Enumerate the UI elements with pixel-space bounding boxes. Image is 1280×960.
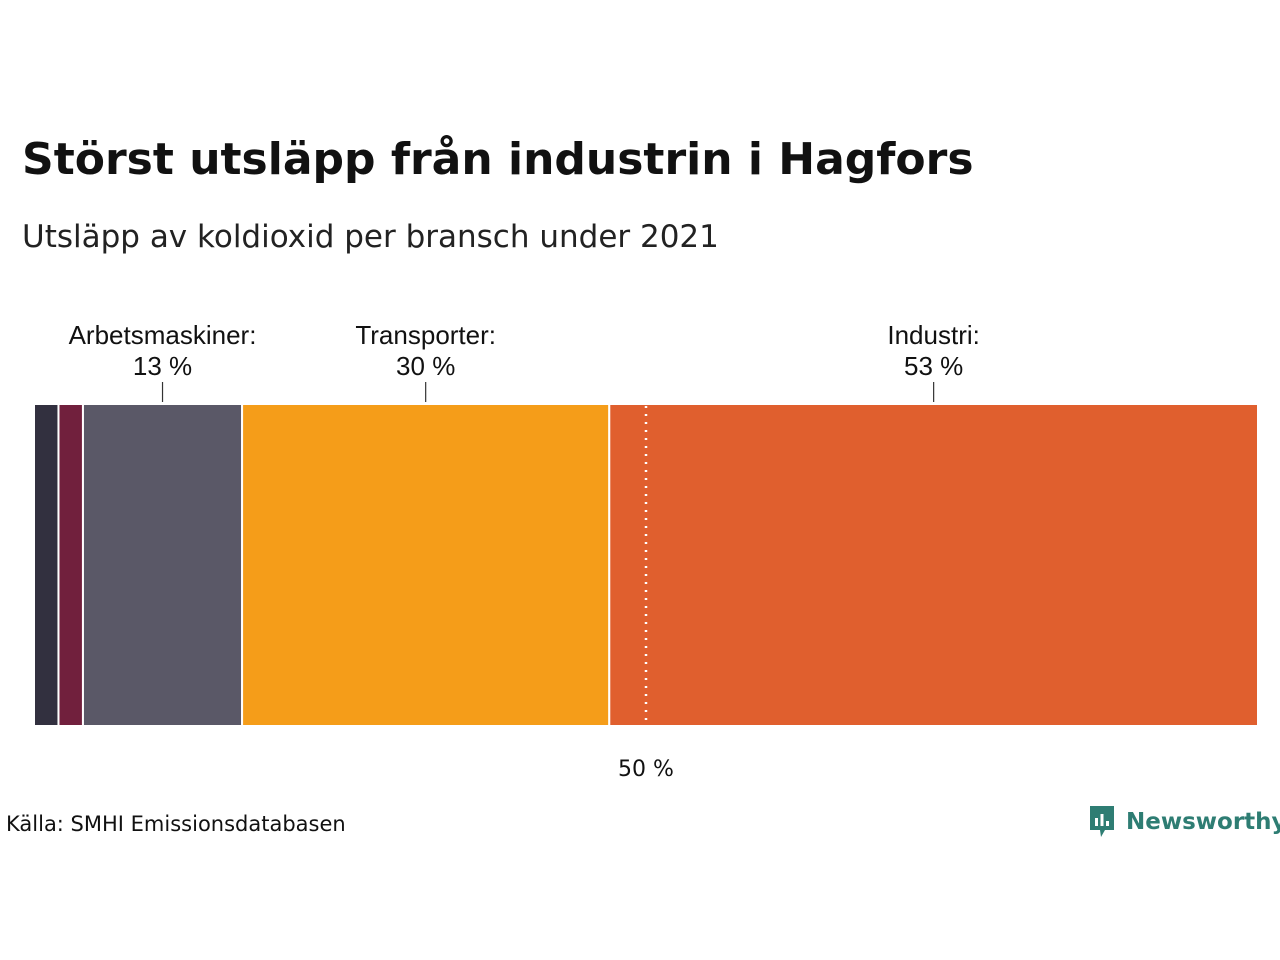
segment-name-label: Transporter: bbox=[355, 320, 496, 350]
bar-segment bbox=[33, 403, 60, 727]
reference-line-label: 50 % bbox=[618, 757, 674, 782]
segment-value-label: 30 % bbox=[396, 351, 455, 381]
segment-value-label: 13 % bbox=[133, 351, 192, 381]
chart-subtitle: Utsläpp av koldioxid per bransch under 2… bbox=[22, 219, 719, 255]
newsworthy-chart-icon bbox=[1090, 806, 1114, 837]
segment-value-label: 53 % bbox=[904, 351, 963, 381]
bar-segments bbox=[33, 403, 1259, 727]
chart-title: Störst utsläpp från industrin i Hagfors bbox=[22, 134, 974, 185]
bar-segment bbox=[57, 403, 84, 727]
segment-name-label: Industri: bbox=[887, 320, 980, 350]
reference-line-group: 50 % bbox=[618, 406, 674, 782]
bar-segment bbox=[608, 403, 1259, 727]
bar-segment bbox=[241, 403, 611, 727]
segment-name-label: Arbetsmaskiner: bbox=[69, 320, 257, 350]
source-note: Källa: SMHI Emissionsdatabasen bbox=[6, 812, 346, 836]
brand-logo: Newsworthy bbox=[1088, 802, 1280, 842]
segment-labels: Arbetsmaskiner:13 % Transporter:30 % Indus… bbox=[69, 320, 980, 402]
brand-name: Newsworthy bbox=[1126, 809, 1280, 835]
bar-segment bbox=[81, 403, 244, 727]
